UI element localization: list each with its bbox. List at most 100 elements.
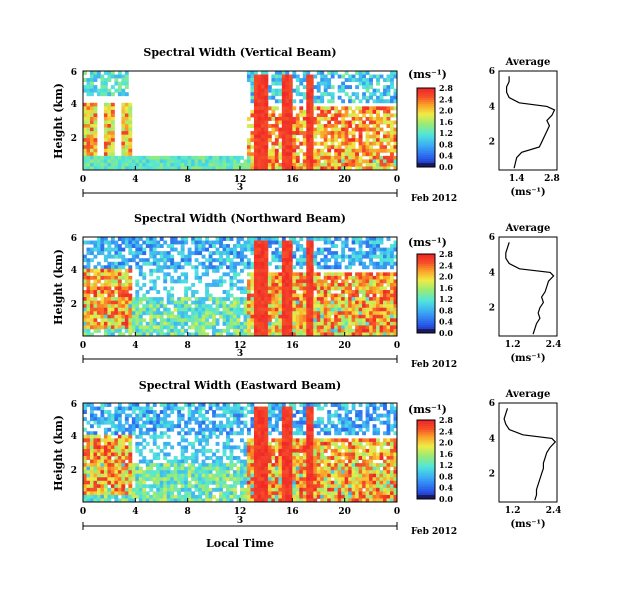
heatmap-cell [372,293,377,298]
heatmap-cell [386,282,391,287]
heatmap-cell [299,279,304,284]
heatmap-cell [323,237,328,241]
heatmap-cell [89,85,94,90]
heatmap-cell [83,480,87,485]
heatmap-cell [383,275,387,280]
heatmap-cell [114,251,119,256]
heatmap-cell [135,445,140,450]
heatmap-cell [103,470,108,475]
heatmap-cell [278,290,283,294]
heatmap-cell [337,152,342,157]
heatmap-cell [226,314,230,319]
heatmap-cell [323,81,328,86]
heatmap-cell [194,434,199,439]
heatmap-cell [344,85,349,90]
heatmap-cell [166,328,171,333]
heatmap-cell [285,494,290,499]
heatmap-cell [226,434,230,439]
heatmap-cell [212,325,216,330]
heatmap-cell [355,92,360,97]
heatmap-cell [334,134,339,139]
heatmap-cell [309,138,314,143]
heatmap-cell [100,325,105,330]
heatmap-cell [348,328,353,333]
heatmap-cell [128,434,133,439]
heatmap-cell [250,477,255,482]
heatmap-cell [306,120,311,125]
heatmap-cell [295,332,300,337]
heatmap-cell [110,487,115,492]
heatmap-cell [320,282,325,287]
heatmap-cell [246,459,251,464]
heatmap-cell [131,427,136,432]
heatmap-cell [170,498,175,503]
heatmap-cell [302,466,307,471]
heatmap-cell [177,410,182,415]
heatmap-cell [313,477,318,482]
heatmap-cell [295,300,300,305]
heatmap-cell [351,275,356,280]
heatmap-cell [86,434,91,439]
heatmap-cell [89,92,94,97]
heatmap-cell [86,441,91,446]
heatmap-cell [334,145,339,150]
heatmap-cell [163,470,168,475]
heatmap-cell [110,240,115,245]
heatmap-cell [271,155,276,160]
heatmap-cell [173,268,178,273]
heatmap-cell [376,325,380,330]
heatmap-cell [309,282,314,287]
heatmap-cell [233,261,237,266]
heatmap-cell [369,304,373,309]
heatmap-cell [93,480,98,485]
heatmap-cell [285,463,290,468]
heatmap-cell [170,332,175,337]
heatmap-cell [96,247,101,252]
heatmap-cell [128,498,133,503]
heatmap-cell [128,282,133,287]
heatmap-cell [264,282,269,287]
heatmap-cell [156,413,161,418]
heatmap-cell [320,293,325,298]
heatmap-cell [96,434,101,439]
heatmap-cell [379,300,384,305]
heatmap-cell [135,247,140,252]
heatmap-cell [278,321,283,326]
y-tick-label: 4 [71,100,77,110]
heatmap-cell [233,410,237,415]
heatmap-cell [330,116,335,121]
heatmap-cell [110,445,115,450]
heatmap-cell [212,321,216,326]
heatmap-cell [313,463,318,468]
heatmap-cell [229,166,234,171]
heatmap-cell [124,286,129,291]
heatmap-cell [344,286,349,291]
heatmap-cell [306,466,311,471]
heatmap-cell [156,477,161,482]
colorbar-swatch [417,125,435,129]
heatmap-cell [390,95,394,100]
heatmap-cell [355,254,360,259]
heatmap-cell [222,258,227,263]
heatmap-cell [205,304,209,309]
heatmap-cell [187,166,192,171]
heatmap-cell [226,272,230,277]
heatmap-cell [288,247,293,252]
heatmap-cell [131,251,136,256]
heatmap-cell [267,413,272,418]
heatmap-cell [107,463,112,468]
heatmap-cell [110,459,115,464]
heatmap-cell [93,484,98,489]
heatmap-cell [376,138,380,143]
heatmap-cell [83,279,87,284]
heatmap-cell [341,307,346,312]
heatmap-cell [362,113,366,118]
heatmap-cell [240,155,244,160]
heatmap-cell [320,441,325,446]
heatmap-cell [306,247,311,252]
heatmap-cell [288,145,293,150]
heatmap-cell [184,293,189,298]
heatmap-cell [215,332,220,337]
heatmap-cell [285,466,290,471]
